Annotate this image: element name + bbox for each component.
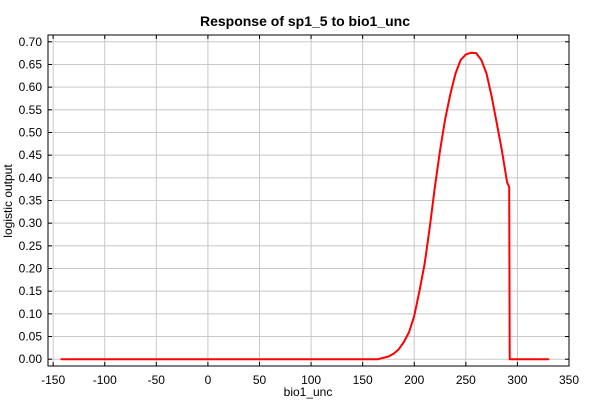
y-tick-label: 0.25 [19,239,43,253]
x-tick-label: 300 [507,373,527,387]
x-tick-label: 150 [353,373,373,387]
y-axis-label: logistic output [1,164,15,238]
x-tick-label: -50 [148,373,166,387]
y-tick-label: 0.15 [19,284,43,298]
y-tick-label: 0.35 [19,194,43,208]
y-tick-label: 0.50 [19,125,43,139]
x-axis-label: bio1_unc [284,385,333,399]
x-tick-label: 200 [404,373,424,387]
y-tick-label: 0.65 [19,57,43,71]
x-tick-label: 0 [205,373,212,387]
x-tick-label: -100 [93,373,117,387]
x-tick-label: 100 [301,373,321,387]
y-tick-label: 0.05 [19,330,43,344]
y-tick-label: 0.60 [19,80,43,94]
x-tick-label: -150 [41,373,65,387]
grid-layer [48,35,570,366]
plot-frame [47,34,570,367]
x-axis: -150 -100 -50 0 50 100 150 200 250 300 350 [41,35,579,387]
y-tick-label: 0.30 [19,216,43,230]
y-axis: 0.00 0.05 0.10 0.15 0.20 0.25 0.30 0.35 0.40 0.45… [19,35,569,366]
y-tick-label: 0.55 [19,103,43,117]
series-line [60,51,550,361]
x-tick-label: 50 [253,373,267,387]
y-tick-label: 0.00 [19,352,43,366]
y-tick-label: 0.45 [19,148,43,162]
x-tick-label: 350 [559,373,579,387]
y-tick-label: 0.70 [19,35,43,49]
y-tick-label: 0.10 [19,307,43,321]
y-tick-label: 0.20 [19,262,43,276]
chart-title: Response of sp1_5 to bio1_unc [200,13,410,29]
x-tick-label: 250 [456,373,476,387]
y-tick-label: 0.40 [19,171,43,185]
series-layer [60,51,550,361]
